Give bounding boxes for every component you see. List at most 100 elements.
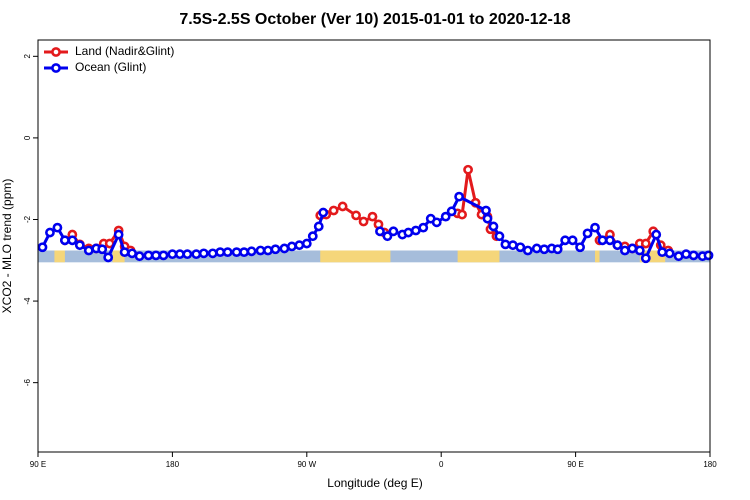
series-point [143,250,154,261]
series-point [113,229,124,240]
series-point [500,239,511,250]
series-point [590,222,600,233]
series-point [151,250,161,261]
series-point [215,247,226,258]
series-point [239,247,249,258]
series-point [634,245,645,256]
series-point [83,245,94,256]
x-tick-label: 180 [166,460,180,469]
x-tick-label: 90 W [297,460,316,469]
series-point [286,241,297,252]
legend-label: Land (Nadir&Glint) [75,44,174,58]
series-point [337,201,348,212]
land-band [112,250,125,263]
series-point [619,245,630,256]
series-point [605,235,615,246]
series-point [463,164,473,175]
series-point [531,243,542,254]
series-point [681,249,692,260]
series-point [52,222,63,233]
series-point [488,221,499,232]
series-point [640,238,651,249]
series-point [367,211,378,222]
series-point [382,231,393,242]
y-tick-label: -2 [23,215,32,223]
series-point [688,250,699,261]
series-point [703,250,714,261]
series-point [482,213,493,224]
legend-marker [51,47,61,57]
series-point [37,242,48,253]
land-band [639,250,666,263]
series-point [328,205,339,216]
y-tick-label: 0 [23,135,32,140]
y-tick-label: -4 [23,297,32,305]
y-axis-label: XCO2 - MLO trend (ppm) [0,179,14,314]
land-band [54,250,65,263]
x-axis-label: Longitude (deg E) [327,476,422,490]
series-point [507,240,518,251]
series-point [597,235,608,246]
series-point [119,247,130,258]
series-point [231,247,242,258]
series-point [388,226,399,237]
series-point [560,235,571,246]
series-point [158,250,169,261]
series-point [307,231,318,242]
series-point [313,221,324,232]
series-point [575,242,585,253]
series-point [358,216,369,227]
chart-title: 7.5S-2.5S October (Ver 10) 2015-01-01 to… [179,11,570,28]
series-point [246,246,257,257]
series-point [375,226,385,237]
series-point [279,243,290,254]
series-point [567,235,578,246]
series-point [515,242,526,253]
series-point [582,228,593,239]
series-point [522,245,533,256]
land-band [457,250,500,263]
series-point [222,247,233,258]
series-point [454,191,465,202]
series-point [134,251,145,262]
series-point [182,249,193,260]
series-point [45,227,55,238]
series-point [351,210,361,221]
series-point [539,244,550,255]
series-point [67,235,78,246]
series-point [174,249,185,260]
legend-marker [51,63,61,73]
series-point [664,248,675,259]
series-point [673,251,684,262]
series-point [457,209,468,220]
series-point [640,253,651,264]
series-point [651,229,662,240]
y-tick-label: 2 [23,54,32,59]
series-point [494,231,505,242]
series-point [318,207,329,218]
x-tick-label: 0 [439,460,444,469]
x-tick-label: 90 E [30,460,46,469]
series-point [263,245,273,256]
series-point [440,211,451,222]
series-point [446,206,457,217]
y-tick-label: -6 [23,379,32,387]
series-point [552,244,563,255]
series-point [198,248,209,259]
series-point [270,244,281,255]
legend-label: Ocean (Glint) [75,60,146,74]
series-point [59,235,70,246]
land-band [320,250,391,263]
series-point [97,244,108,255]
series-point [657,247,668,258]
series-point [255,245,266,256]
series-point [627,243,638,254]
series-point [74,240,85,251]
series-point [191,249,202,260]
series-point [207,248,218,259]
series-point [103,252,114,263]
series-point [127,248,137,259]
series-point [294,240,305,251]
x-tick-label: 180 [703,460,717,469]
